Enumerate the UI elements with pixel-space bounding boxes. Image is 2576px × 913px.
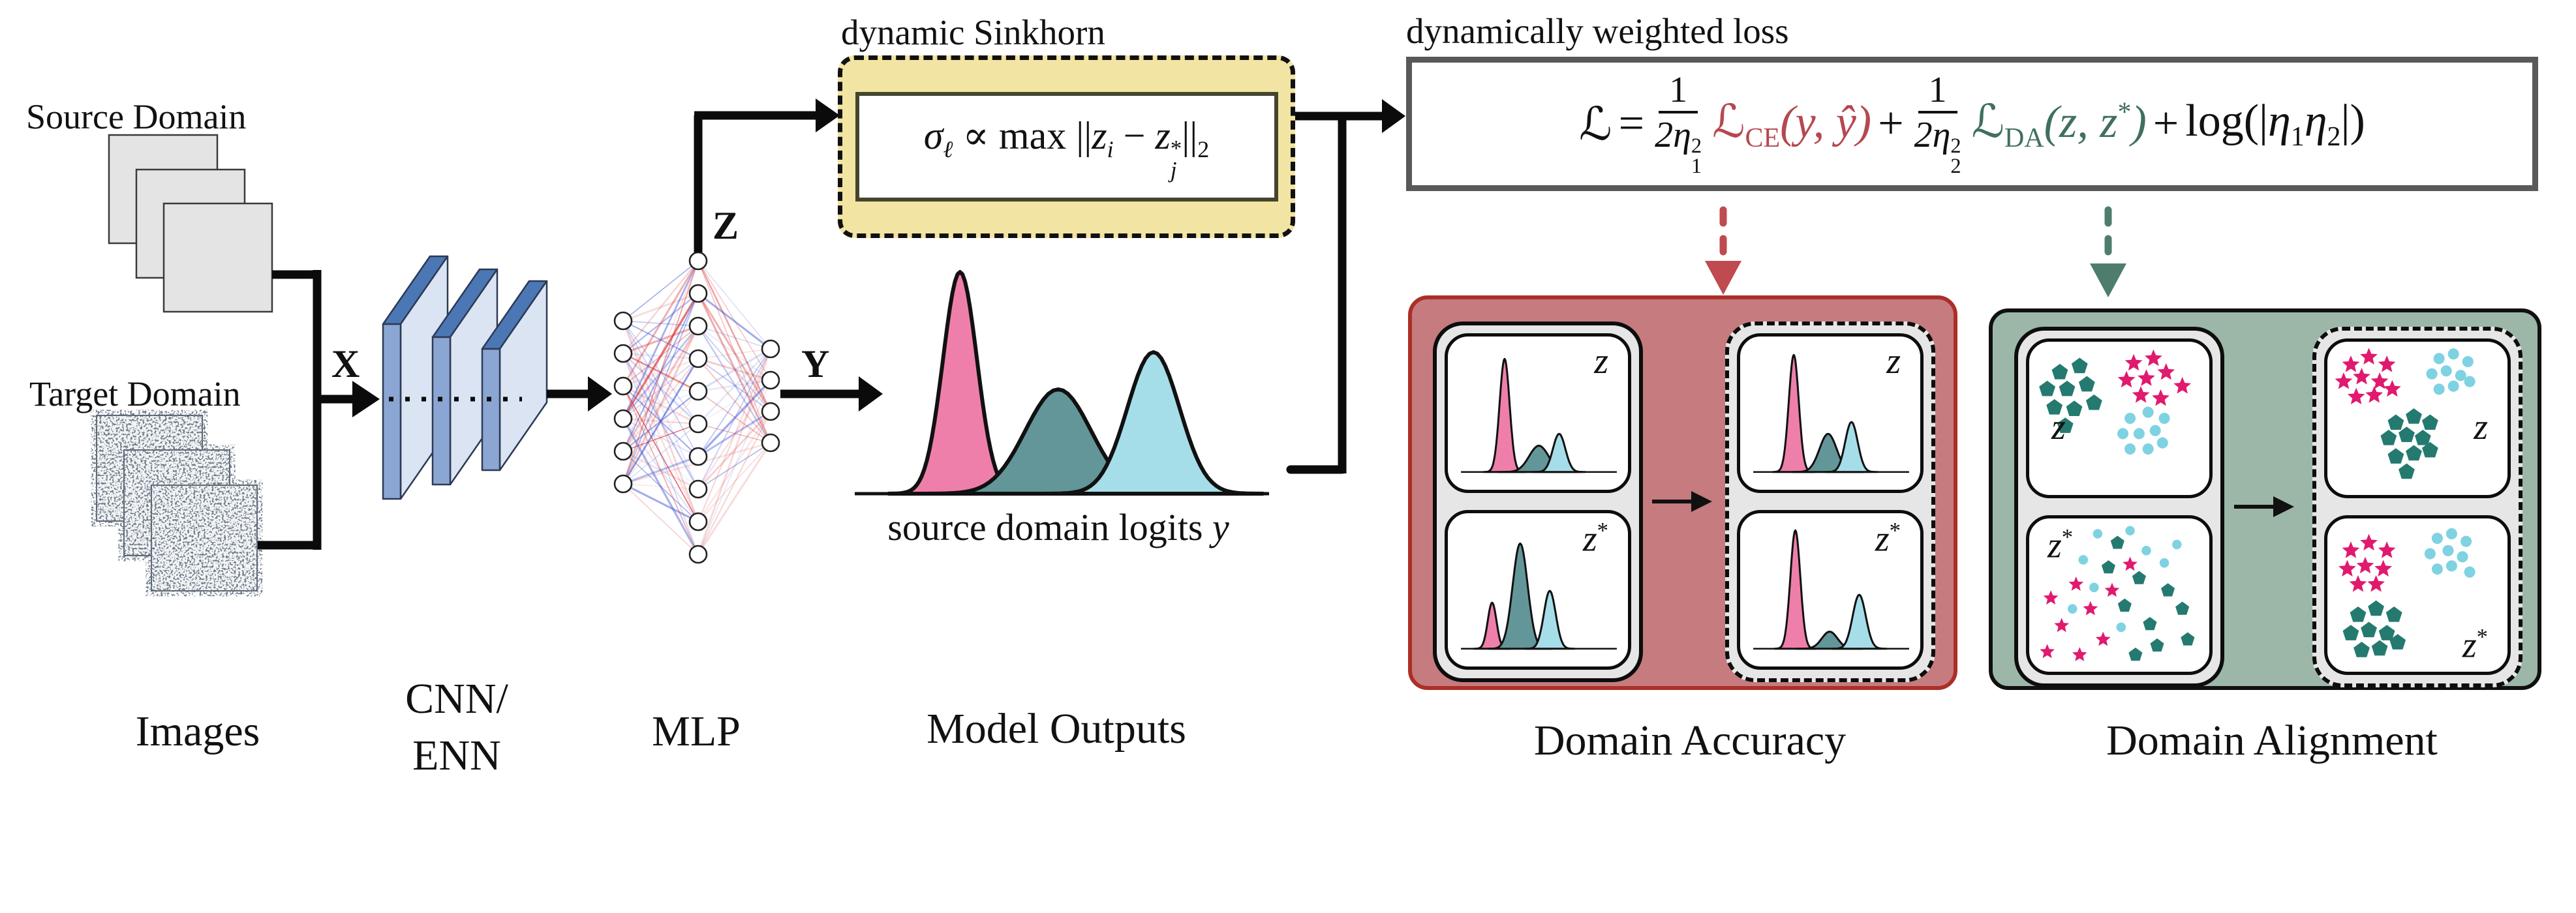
input-connector xyxy=(258,270,354,550)
images-label: Images xyxy=(135,708,260,755)
zstar-label: z* xyxy=(1875,518,1901,560)
accuracy-after-panel: z z* xyxy=(1725,322,1935,682)
loss-ce-term: ℒCE(y, ŷ) xyxy=(1712,94,1872,153)
zstar-label: z* xyxy=(2462,624,2488,666)
alignment-after-panel: z z* xyxy=(2312,327,2522,687)
da-dashed-arrow xyxy=(2090,206,2126,297)
mlp-network xyxy=(613,251,780,564)
z-variable-label: Z xyxy=(713,204,739,247)
z-label: z xyxy=(1886,341,1901,382)
sinkhorn-title: dynamic Sinkhorn xyxy=(841,12,1105,52)
z-label: z xyxy=(2051,407,2066,448)
accuracy-after-z-plot: z xyxy=(1737,333,1924,493)
target-image-stack xyxy=(96,415,258,591)
sinkhorn-box: σℓ ∝ max ||zi − z * j ||2 xyxy=(838,55,1295,238)
model-outputs-plot xyxy=(855,270,1269,496)
loss-da-term: ℒDA(z, z*) xyxy=(1971,94,2147,153)
y-variable-label: Y xyxy=(801,342,830,385)
domain-alignment-box: z z* z z* xyxy=(1989,308,2541,690)
alignment-before-zstar-plot: z* xyxy=(2026,515,2213,675)
zstar-label: z* xyxy=(2047,524,2074,566)
accuracy-before-z-plot: z xyxy=(1445,333,1631,493)
domain-accuracy-box: z z* z z* xyxy=(1408,295,1957,690)
target-domain-label: Target Domain xyxy=(29,374,241,413)
cnn-enn-label: CNN/ENN xyxy=(405,675,508,780)
alignment-transition-arrow xyxy=(2234,496,2294,517)
alignment-before-panel: z z* xyxy=(2014,327,2224,687)
alignment-before-z-plot: z xyxy=(2026,338,2213,498)
alignment-after-zstar-plot: z* xyxy=(2324,515,2511,675)
logits-caption: source domain logits y xyxy=(887,506,1229,548)
cnn-to-mlp-arrow xyxy=(547,376,612,412)
loss-frac-1: 1 2η 2 1 xyxy=(1655,69,1702,179)
source-domain-label: Source Domain xyxy=(26,97,247,136)
loss-input-connector xyxy=(1286,99,1405,474)
domain-alignment-label: Domain Alignment xyxy=(2106,717,2438,764)
mlp-label: MLP xyxy=(652,708,741,755)
alignment-after-z-plot: z xyxy=(2324,338,2511,498)
ce-dashed-arrow xyxy=(1705,206,1741,295)
accuracy-before-panel: z z* xyxy=(1433,322,1643,682)
accuracy-after-zstar-plot: z* xyxy=(1737,510,1924,670)
z-label: z xyxy=(1594,341,1608,382)
loss-formula: ℒ = 1 2η 2 1 ℒCE(y, ŷ) + 1 2η 2 2 ℒDA(z, z*)… xyxy=(1579,69,2365,179)
z-label: z xyxy=(2474,407,2488,448)
sinkhorn-formula: σℓ ∝ max ||zi − z * j ||2 xyxy=(855,92,1278,202)
domain-accuracy-label: Domain Accuracy xyxy=(1533,717,1847,764)
loss-box: ℒ = 1 2η 2 1 ℒCE(y, ŷ) + 1 2η 2 2 ℒDA(z, z*)… xyxy=(1406,57,2538,191)
zstar-label: z* xyxy=(1582,518,1608,560)
x-variable-label: X xyxy=(331,342,360,385)
loss-lhs: ℒ xyxy=(1579,97,1612,151)
cnn-slabs xyxy=(382,255,548,500)
source-image-stack xyxy=(108,134,273,313)
model-outputs-label: Model Outputs xyxy=(927,705,1186,753)
loss-title: dynamically weighted loss xyxy=(1406,11,1789,51)
accuracy-transition-arrow xyxy=(1652,491,1712,512)
accuracy-before-zstar-plot: z* xyxy=(1445,510,1631,670)
loss-frac-2: 1 2η 2 2 xyxy=(1914,69,1961,179)
loss-log-term: log(|η1η2|) xyxy=(2185,96,2365,152)
